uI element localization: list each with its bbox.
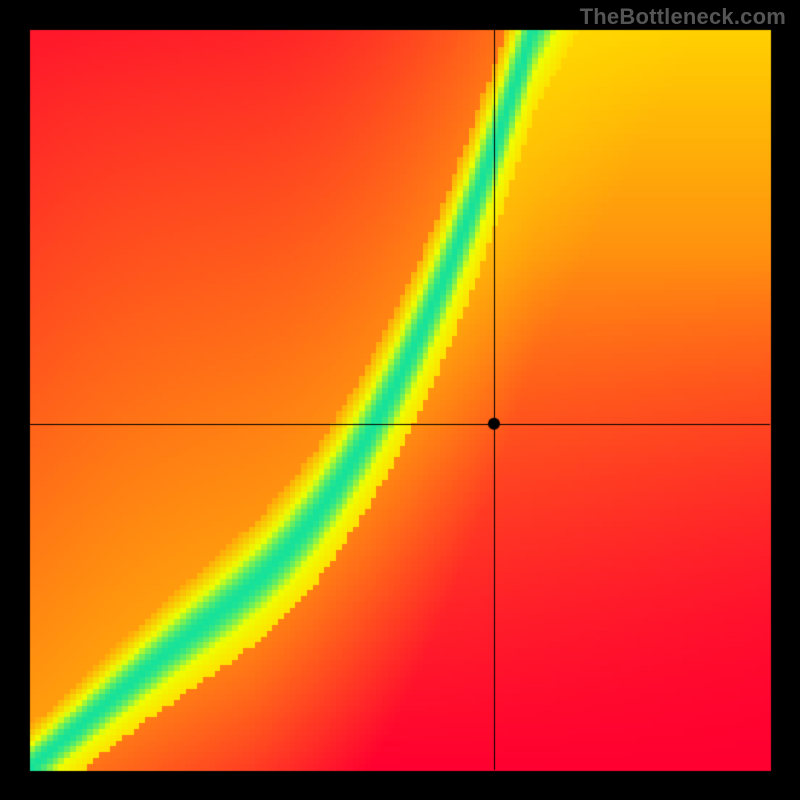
chart-container: TheBottleneck.com	[0, 0, 800, 800]
heatmap-canvas	[0, 0, 800, 800]
watermark-text: TheBottleneck.com	[580, 4, 786, 30]
